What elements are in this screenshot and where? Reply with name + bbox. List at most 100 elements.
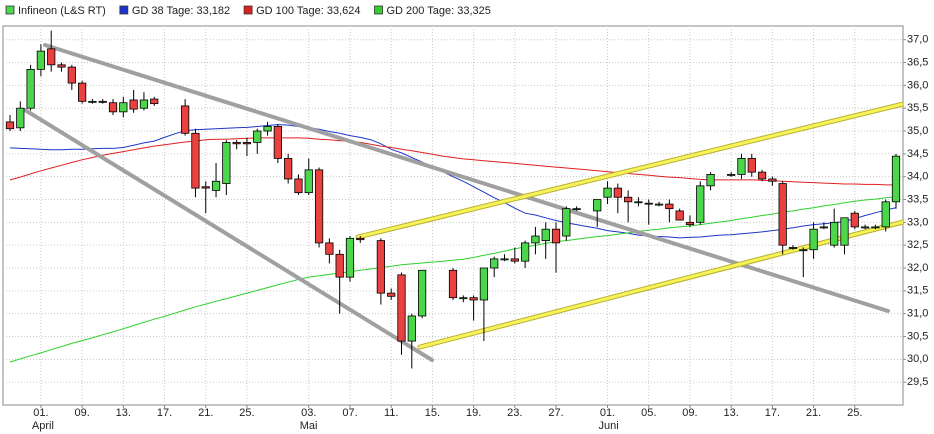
legend-label: Infineon (L&S RT) xyxy=(18,5,106,17)
y-tick-label: 30,5 xyxy=(907,330,928,342)
moving-average-line xyxy=(9,137,896,186)
candle-body xyxy=(747,158,756,173)
y-tick-label: 29,5 xyxy=(907,376,928,388)
y-tick-label: 34,5 xyxy=(907,148,928,160)
candle-body xyxy=(47,48,56,66)
x-tick-label: 17. xyxy=(157,407,172,419)
candle-body xyxy=(891,155,901,203)
candle-body xyxy=(253,130,262,143)
legend-swatch xyxy=(5,5,15,15)
x-tick-label: 15. xyxy=(425,407,440,419)
candle-body xyxy=(387,292,396,297)
moving-average-line xyxy=(9,196,897,363)
candle-body xyxy=(840,217,849,246)
legend-label: GD 100 Tage: 33,624 xyxy=(256,5,360,17)
candle-body xyxy=(191,132,200,189)
candle-body xyxy=(871,226,880,229)
x-tick-label: 19. xyxy=(466,407,481,419)
candle-body xyxy=(521,242,530,262)
candle-body xyxy=(685,221,695,226)
candle-body xyxy=(273,126,282,159)
candle-body xyxy=(727,174,736,176)
month-label: April xyxy=(32,420,54,432)
x-tick-label: 01. xyxy=(600,407,615,419)
legend-swatch xyxy=(374,5,383,15)
candle-body xyxy=(129,99,138,110)
y-tick-label: 33,5 xyxy=(907,193,928,205)
candle-body xyxy=(294,178,303,194)
candle-body xyxy=(325,242,334,255)
candle-body xyxy=(67,66,76,84)
candle-body xyxy=(211,180,221,191)
y-tick-label: 36,5 xyxy=(907,56,928,68)
month-label: Mai xyxy=(300,420,318,432)
candle-body xyxy=(850,212,859,228)
candle-body xyxy=(541,228,550,242)
legend-label: GD 38 Tage: 33,182 xyxy=(132,5,230,17)
candle-body xyxy=(654,203,664,206)
y-tick-label: 32,5 xyxy=(907,239,928,251)
candle-body xyxy=(356,237,365,241)
candle-body xyxy=(345,237,355,278)
y-tick-label: 31,0 xyxy=(907,308,928,320)
candle-body xyxy=(860,226,870,229)
candle-body xyxy=(675,210,684,221)
moving-average-line xyxy=(9,124,897,239)
candle-body xyxy=(139,99,149,109)
candle-body xyxy=(819,226,828,229)
candle-body xyxy=(335,253,344,278)
candle-body xyxy=(242,142,252,145)
legend-swatch xyxy=(243,5,253,15)
candle-body xyxy=(448,269,458,299)
trend-channel xyxy=(356,102,903,239)
trend-line xyxy=(23,108,434,362)
y-tick-label: 32,0 xyxy=(907,262,928,274)
candle-body xyxy=(16,107,25,129)
candle-body xyxy=(737,158,746,175)
candle-body xyxy=(788,247,798,249)
candle-body xyxy=(665,203,674,210)
candle-body xyxy=(150,98,159,105)
candle-body xyxy=(510,258,519,262)
trend-lines xyxy=(23,43,903,362)
candle-body xyxy=(78,82,87,102)
candle-body xyxy=(757,171,767,180)
candle-body xyxy=(603,187,612,198)
candle-body xyxy=(5,121,15,130)
candle-body xyxy=(830,221,839,246)
x-tick-label: 03. xyxy=(301,407,316,419)
y-tick-label: 35,0 xyxy=(907,125,928,137)
y-tick-label: 30,0 xyxy=(907,353,928,365)
candle-body xyxy=(376,240,385,294)
candle-body xyxy=(644,202,653,205)
candle-body xyxy=(397,274,406,342)
candle-body xyxy=(108,102,118,113)
candle-body xyxy=(88,100,97,103)
candle-body xyxy=(881,201,890,228)
candle-body xyxy=(407,315,416,342)
y-tick-label: 36,0 xyxy=(907,79,928,91)
candle-body xyxy=(417,269,427,317)
candle-body xyxy=(809,228,818,251)
candle-body xyxy=(98,100,107,103)
candle-body xyxy=(232,142,241,145)
axes: 29,5 30,0 30,5 31,0 31,5 32,0 32,5 33,0 33,5 34,0… xyxy=(32,34,929,432)
trend-channel xyxy=(418,220,903,349)
candle-body xyxy=(201,186,210,189)
x-tick-label: 13. xyxy=(724,407,739,419)
candles xyxy=(5,30,901,369)
legend: Infineon (L&S RT) GD 38 Tage: 33,182 GD 10… xyxy=(5,5,491,17)
candle-body xyxy=(119,102,128,113)
candle-body xyxy=(634,201,643,204)
x-tick-label: 23. xyxy=(507,407,522,419)
legend-label: GD 200 Tage: 33,325 xyxy=(387,5,491,17)
candle-body xyxy=(57,64,66,68)
candle-body xyxy=(314,169,324,244)
candle-body xyxy=(490,258,499,269)
x-tick-label: 27. xyxy=(548,407,563,419)
candle-body xyxy=(551,228,561,244)
candle-body xyxy=(624,196,633,203)
candle-body xyxy=(181,105,190,134)
